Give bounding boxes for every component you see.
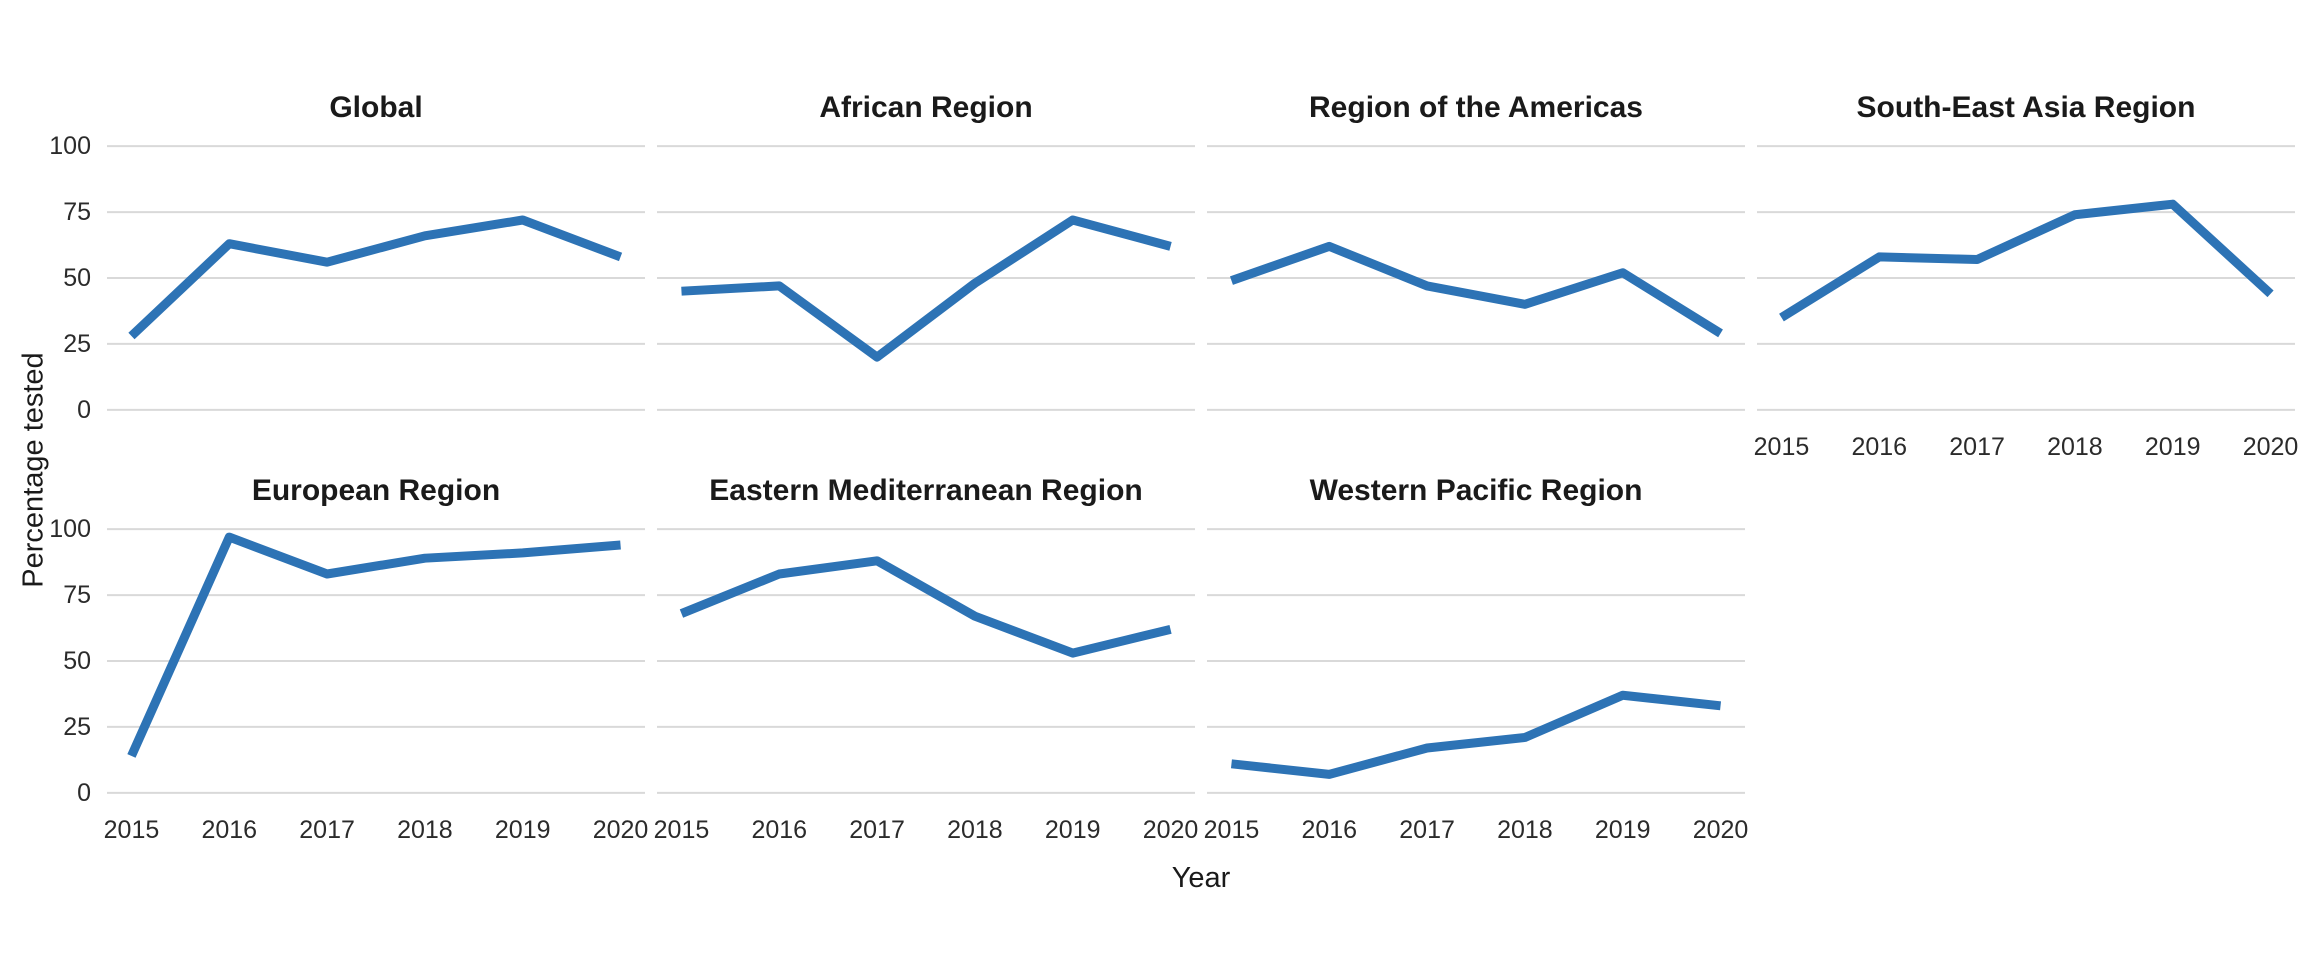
x-tick-label: 2019 [494,816,551,844]
y-tick-label: 50 [63,264,91,292]
y-tick-label: 75 [63,198,91,227]
plot-area [1207,528,1745,794]
y-tick-label: 25 [63,329,91,358]
data-line [681,215,1172,362]
panel-title-european-region: European Region [251,474,501,507]
y-tick-label: 0 [77,778,91,807]
panel-title-western-pacific-region: Western Pacific Region [1309,474,1643,507]
x-axis-ticks-south-east-asia: 2015 2016 2017 2018 2019 2020 [1754,423,2299,468]
x-tick-label: 2019 [1594,816,1651,844]
panel-plot-south-east-asia-region [1757,133,2295,423]
y-tick-label: 100 [49,515,91,544]
panel-plot-european-region [107,516,645,806]
x-tick-label: 2017 [1949,433,2005,461]
x-tick-label: 2020 [1692,816,1749,844]
x-tick-label: 2020 [2242,433,2299,461]
x-tick-label: 2016 [201,816,258,844]
panel-plot-eastern-mediterranean-region [657,516,1195,806]
x-tick-label: 2017 [299,816,355,844]
x-tick-label: 2017 [849,816,905,844]
panels-grid: 100 75 50 25 0 100 75 50 25 0 Global African Reg… [0,91,2299,894]
x-tick-label: 2018 [397,816,453,844]
y-tick-label: 50 [63,647,91,675]
x-tick-label: 2019 [2144,433,2201,461]
x-tick-label: 2016 [1851,433,1908,461]
data-line [127,532,621,758]
x-axis-ticks-eastern-mediterranean-region: 2015 2016 2017 2018 2019 2020 [654,806,1199,846]
panel-title-african-region: African Region [819,91,1033,124]
x-tick-label: 2018 [947,816,1003,844]
data-line [679,556,1172,658]
y-tick-label: 0 [77,395,91,424]
y-axis-ticks-row2: 100 75 50 25 0 [0,515,95,807]
x-tick-label: 2015 [1753,433,1810,461]
data-line [1230,690,1722,779]
plot-area [1207,145,1745,411]
x-tick-label: 2015 [1203,816,1260,844]
data-line [128,215,623,340]
x-tick-label: 2015 [653,816,710,844]
panel-plot-african-region [657,133,1195,423]
data-line [1229,241,1723,338]
plot-area [107,145,645,411]
x-tick-label: 2020 [592,816,649,844]
y-axis-ticks-row1: 100 75 50 25 0 [0,132,95,424]
y-tick-label: 25 [63,712,91,741]
panel-plot-region-of-the-americas [1207,133,1745,423]
y-tick-label: 75 [63,581,91,610]
plot-area [1757,145,2295,411]
x-axis-ticks-western-pacific-region: 2015 2016 2017 2018 2019 2020 [1204,806,1749,846]
y-tick-label: 100 [49,132,91,161]
x-axis-ticks-european-region: 2015 2016 2017 2018 2019 2020 [104,806,649,846]
panel-plot-western-pacific-region [1207,516,1745,806]
panel-plot-global [107,133,645,423]
panel-title-south-east-asia-region: South-East Asia Region [1856,91,2196,124]
x-tick-label: 2017 [1399,816,1455,844]
panel-title-eastern-mediterranean-region: Eastern Mediterranean Region [709,474,1143,507]
panel-title-region-of-the-americas: Region of the Americas [1309,91,1643,124]
x-tick-label: 2020 [1142,816,1199,844]
data-line [1779,199,2274,322]
plot-area [657,145,1195,411]
x-tick-label: 2018 [2047,433,2103,461]
plot-area [107,528,645,794]
x-axis-title: Year [1171,862,1231,894]
plot-area [657,528,1195,794]
x-tick-label: 2016 [751,816,808,844]
x-tick-label: 2015 [103,816,160,844]
panel-title-global: Global [329,91,423,124]
x-tick-label: 2018 [1497,816,1553,844]
x-tick-label: 2016 [1301,816,1358,844]
x-tick-label: 2019 [1044,816,1101,844]
